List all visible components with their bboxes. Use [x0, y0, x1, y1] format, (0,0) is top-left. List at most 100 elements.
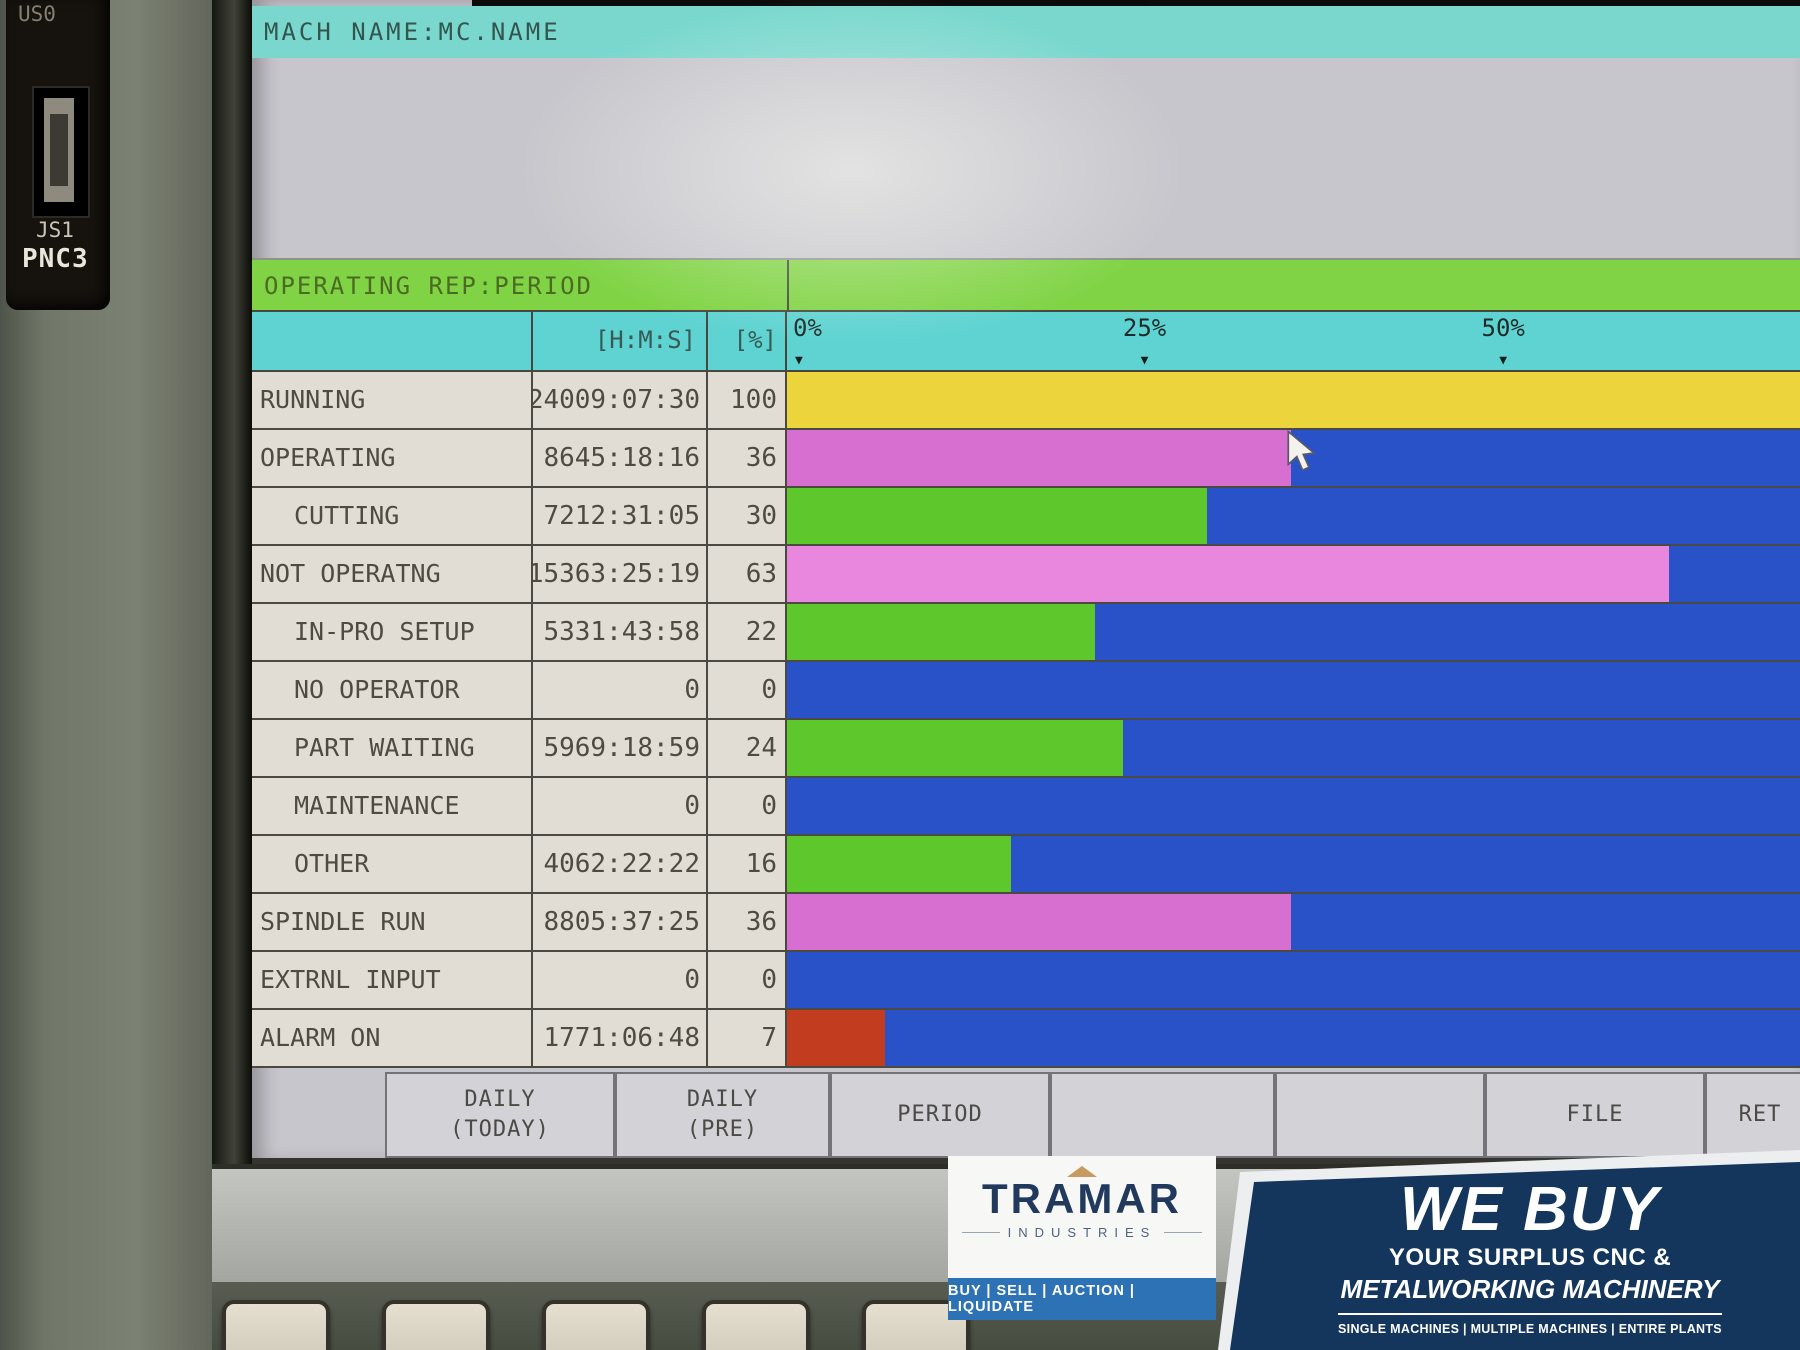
softkey-empty-1[interactable] [1050, 1072, 1275, 1158]
row-bar [787, 604, 1095, 660]
softkey-daily-today[interactable]: DAILY (TODAY) [385, 1072, 615, 1158]
row-percent: 0 [708, 778, 787, 834]
machine-name-bar: MACH NAME:MC.NAME [252, 6, 1800, 58]
row-time: 0 [533, 662, 708, 718]
row-bar-track [787, 488, 1800, 544]
header-hms-cell: [H:M:S] [533, 312, 708, 370]
header-percent-cell: [%] [708, 312, 787, 370]
row-percent: 36 [708, 894, 787, 950]
row-label: CUTTING [252, 488, 533, 544]
function-key-4[interactable] [702, 1300, 810, 1350]
function-key-2[interactable] [382, 1300, 490, 1350]
row-label: SPINDLE RUN [252, 894, 533, 950]
row-time: 8805:37:25 [533, 894, 708, 950]
row-percent: 36 [708, 430, 787, 486]
report-table: RUNNING 24009:07:30 100 OPERATING 8645:1… [252, 372, 1800, 1068]
row-time: 0 [533, 952, 708, 1008]
table-row: MAINTENANCE 0 0 [252, 778, 1800, 836]
softkey-period[interactable]: PERIOD [830, 1072, 1050, 1158]
table-header-row: [H:M:S] [%] 0% 25% 50% ▼ ▼ ▼ [252, 310, 1800, 372]
port-label-us0: US0 [18, 2, 56, 26]
dealer-banner: WE BUY YOUR SURPLUS CNC & METALWORKING M… [1200, 1150, 1800, 1350]
axis-marker-icon: ▼ [1140, 353, 1149, 368]
machine-side-panel: US0 JS1 PNC3 [0, 0, 248, 1350]
banner-line2: YOUR SURPLUS CNC & [1388, 1244, 1672, 1271]
row-label: MAINTENANCE [252, 778, 533, 834]
row-bar-track [787, 604, 1800, 660]
row-percent: 63 [708, 546, 787, 602]
row-bar [787, 1010, 885, 1066]
row-time: 0 [533, 778, 708, 834]
machine-name-text: MACH NAME:MC.NAME [264, 18, 561, 46]
usb-connector-recess: US0 JS1 PNC3 [6, 0, 110, 310]
softkey-return[interactable]: RET [1705, 1072, 1800, 1158]
table-row: CUTTING 7212:31:05 30 [252, 488, 1800, 546]
row-label: OPERATING [252, 430, 533, 486]
table-row: PART WAITING 5969:18:59 24 [252, 720, 1800, 778]
row-time: 8645:18:16 [533, 430, 708, 486]
row-bar-track [787, 836, 1800, 892]
mouse-cursor-icon [1287, 430, 1317, 472]
row-label: EXTRNL INPUT [252, 952, 533, 1008]
row-percent: 100 [708, 372, 787, 428]
row-bar [787, 836, 1011, 892]
row-label: IN-PRO SETUP [252, 604, 533, 660]
dealer-banner-body: WE BUY YOUR SURPLUS CNC & METALWORKING M… [1230, 1162, 1800, 1350]
row-time: 15363:25:19 [533, 546, 708, 602]
softkey-bar: DAILY (TODAY) DAILY (PRE) PERIOD FILE RET [252, 1072, 1800, 1158]
port-label-pnc3: PNC3 [22, 244, 89, 274]
usb-port-tongue [50, 114, 68, 186]
dealer-logo-box: TRAMAR INDUSTRIES [948, 1156, 1216, 1278]
row-bar-track [787, 372, 1800, 428]
axis-marker-icon: ▼ [1499, 353, 1508, 368]
row-percent: 16 [708, 836, 787, 892]
axis-tick-25: 25% [1122, 314, 1167, 342]
row-bar-track [787, 952, 1800, 1008]
axis-tick-0: 0% [793, 314, 822, 342]
row-percent: 30 [708, 488, 787, 544]
table-row: OTHER 4062:22:22 16 [252, 836, 1800, 894]
softkey-empty-2[interactable] [1275, 1072, 1485, 1158]
row-bar-track [787, 894, 1800, 950]
table-row: NOT OPERATNG 15363:25:19 63 [252, 546, 1800, 604]
row-percent: 24 [708, 720, 787, 776]
table-row: OPERATING 8645:18:16 36 [252, 430, 1800, 488]
row-bar [787, 894, 1291, 950]
dealer-brand-sub: INDUSTRIES [948, 1225, 1216, 1240]
dealer-logo-roof-icon [1067, 1166, 1097, 1177]
screen-bezel-left [212, 0, 252, 1168]
table-row: IN-PRO SETUP 5331:43:58 22 [252, 604, 1800, 662]
header-label-cell [252, 312, 533, 370]
table-row: RUNNING 24009:07:30 100 [252, 372, 1800, 430]
function-key-1[interactable] [222, 1300, 330, 1350]
axis-tick-50: 50% [1481, 314, 1525, 342]
row-time: 1771:06:48 [533, 1010, 708, 1066]
row-bar [787, 430, 1291, 486]
row-label: ALARM ON [252, 1010, 533, 1066]
row-label: PART WAITING [252, 720, 533, 776]
row-time: 5969:18:59 [533, 720, 708, 776]
row-bar [787, 488, 1207, 544]
row-percent: 22 [708, 604, 787, 660]
table-row: EXTRNL INPUT 0 0 [252, 952, 1800, 1010]
row-bar [787, 720, 1123, 776]
softkey-daily-pre[interactable]: DAILY (PRE) [615, 1072, 830, 1158]
row-bar [787, 372, 1800, 428]
row-time: 7212:31:05 [533, 488, 708, 544]
row-bar-track [787, 546, 1800, 602]
dealer-services-strip: BUY | SELL | AUCTION | LIQUIDATE [948, 1278, 1216, 1320]
usb-port [32, 86, 90, 218]
softkey-file[interactable]: FILE [1485, 1072, 1705, 1158]
row-percent: 0 [708, 952, 787, 1008]
report-bar-divider [787, 260, 789, 312]
row-percent: 0 [708, 662, 787, 718]
port-label-js1: JS1 [36, 218, 74, 242]
report-title-bar: OPERATING REP:PERIOD [252, 258, 1800, 312]
axis-marker-icon: ▼ [795, 353, 803, 368]
banner-line4: SINGLE MACHINES | MULTIPLE MACHINES | EN… [1338, 1313, 1722, 1336]
row-time: 24009:07:30 [533, 372, 708, 428]
row-label: NOT OPERATNG [252, 546, 533, 602]
function-key-3[interactable] [542, 1300, 650, 1350]
table-row: SPINDLE RUN 8805:37:25 36 [252, 894, 1800, 952]
